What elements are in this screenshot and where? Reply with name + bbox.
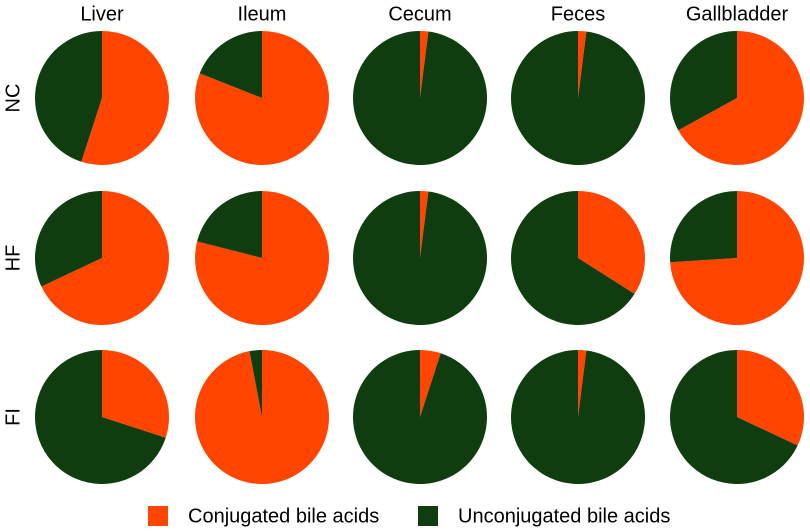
pie-slice — [670, 350, 798, 485]
pie-slice — [81, 31, 170, 165]
pie-slice — [578, 191, 645, 294]
pie-slice — [352, 349, 488, 484]
column-label: Feces — [551, 3, 605, 25]
column-label: Gallbladder — [686, 3, 789, 25]
pie-slice — [420, 191, 429, 258]
pie-slice — [34, 191, 102, 287]
row-label: FI — [2, 408, 24, 426]
row-label: HF — [2, 245, 24, 272]
legend-label: Unconjugated bile acids — [458, 505, 670, 527]
pie-slice — [353, 31, 487, 165]
pie-slice — [352, 191, 487, 325]
pie-slice — [35, 350, 166, 484]
legend-swatch — [418, 506, 438, 526]
pie-slice — [510, 350, 645, 484]
legend-swatch — [148, 506, 168, 526]
pie-slice — [197, 191, 262, 258]
pie-slice — [249, 350, 262, 417]
pie-slice — [737, 350, 804, 446]
column-label: Liver — [80, 3, 124, 25]
pie-slice — [199, 31, 262, 98]
pie-slice — [510, 191, 635, 325]
pie-slice — [420, 31, 429, 98]
pie-slice — [511, 31, 646, 165]
pie-slice — [420, 350, 441, 417]
legend-label: Conjugated bile acids — [188, 505, 379, 527]
column-label: Cecum — [388, 3, 451, 25]
pie-slice — [670, 31, 737, 131]
row-label: NC — [2, 84, 24, 113]
pie-slice — [670, 191, 737, 263]
column-label: Ileum — [238, 3, 287, 25]
pie-slice — [35, 31, 103, 162]
pie-slice — [670, 191, 804, 325]
pie-slice — [578, 350, 587, 417]
pie-slice — [41, 191, 170, 325]
pie-slice — [195, 349, 330, 484]
pie-slice — [578, 31, 587, 98]
pie-slice — [678, 31, 804, 165]
pie-slice — [102, 350, 169, 438]
